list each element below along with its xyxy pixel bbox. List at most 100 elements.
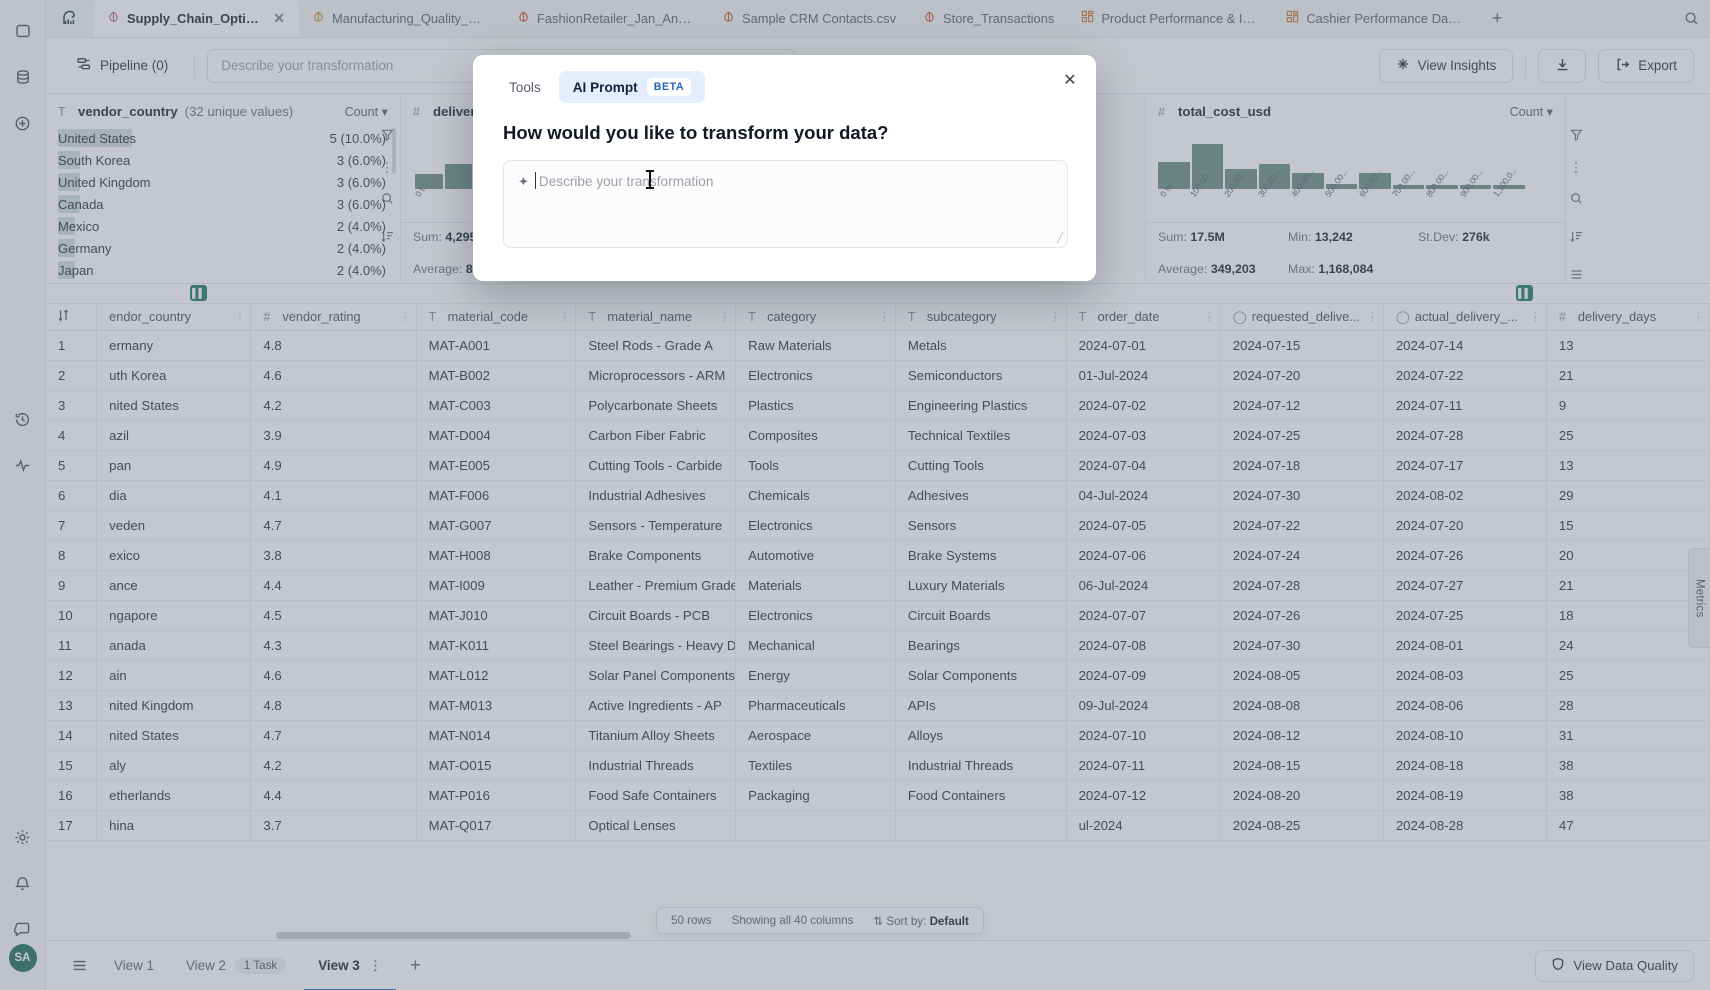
- settings-gear-icon[interactable]: [8, 822, 38, 852]
- row-number-cell[interactable]: 7: [46, 510, 98, 541]
- row-number-cell[interactable]: 2: [46, 360, 98, 391]
- tab-supply-chain-optimization[interactable]: Supply_Chain_Optimizatio... ✕: [94, 0, 299, 37]
- cell-vendor_rating[interactable]: 4.2: [250, 390, 417, 421]
- stat-scrollbar[interactable]: [392, 128, 396, 174]
- row-number-cell[interactable]: 11: [46, 630, 98, 661]
- table-row[interactable]: 8 exico 3.8 MAT-H008 Brake Components Automot…: [46, 540, 1710, 571]
- cell-delivery_days[interactable]: 38: [1546, 780, 1710, 811]
- table-row[interactable]: 6 dia 4.1 MAT-F006 Industrial Adhesives Chemi…: [46, 480, 1710, 511]
- cell-vendor_rating[interactable]: 4.4: [250, 570, 417, 601]
- list-item[interactable]: South Korea 3 (6.0%): [46, 149, 400, 171]
- table-row[interactable]: 4 azil 3.9 MAT-D004 Carbon Fiber Fabric Compo…: [46, 420, 1710, 451]
- cell-material_name[interactable]: Sensors - Temperature: [575, 510, 737, 541]
- table-row[interactable]: 2 uth Korea 4.6 MAT-B002 Microprocessors - A…: [46, 360, 1710, 391]
- cell-delivery_days[interactable]: 9: [1546, 390, 1710, 421]
- cell-category[interactable]: Chemicals: [735, 480, 896, 511]
- cell-delivery_days[interactable]: 25: [1546, 660, 1710, 691]
- cell-material_code[interactable]: MAT-Q017: [416, 810, 577, 841]
- cell-actual_delivery[interactable]: 2024-07-26: [1383, 540, 1547, 571]
- table-row[interactable]: 1 ermany 4.8 MAT-A001 Steel Rods - Grade A Ra…: [46, 330, 1710, 361]
- cell-subcategory[interactable]: APIs: [895, 690, 1067, 721]
- cell-vendor_country[interactable]: pan: [96, 450, 252, 481]
- table-row[interactable]: 14 nited States 4.7 MAT-N014 Titanium Alloy …: [46, 720, 1710, 751]
- row-number-cell[interactable]: 12: [46, 660, 98, 691]
- cell-material_code[interactable]: MAT-H008: [416, 540, 577, 571]
- cell-requested_delivery[interactable]: 2024-07-26: [1220, 600, 1384, 631]
- cell-actual_delivery[interactable]: 2024-08-02: [1383, 480, 1547, 511]
- add-view-button[interactable]: +: [410, 955, 421, 975]
- cell-subcategory[interactable]: [895, 810, 1067, 841]
- cell-requested_delivery[interactable]: 2024-07-30: [1220, 630, 1384, 661]
- filter-icon[interactable]: [380, 128, 394, 144]
- cell-material_code[interactable]: MAT-C003: [416, 390, 577, 421]
- list-view-icon[interactable]: [1570, 268, 1583, 283]
- cell-material_name[interactable]: Carbon Fiber Fabric: [575, 420, 737, 451]
- search-icon[interactable]: [1570, 192, 1583, 208]
- list-item[interactable]: United Kingdom 3 (6.0%): [46, 171, 400, 193]
- cell-actual_delivery[interactable]: 2024-07-14: [1383, 330, 1547, 361]
- add-source-icon[interactable]: [8, 108, 38, 138]
- list-item[interactable]: Japan 2 (4.0%): [46, 259, 400, 281]
- cell-vendor_country[interactable]: azil: [96, 420, 252, 451]
- cell-actual_delivery[interactable]: 2024-08-01: [1383, 630, 1547, 661]
- cell-vendor_country[interactable]: veden: [96, 510, 252, 541]
- search-icon[interactable]: [1672, 0, 1710, 37]
- table-row[interactable]: 16 etherlands 4.4 MAT-P016 Food Safe Contain…: [46, 780, 1710, 811]
- cell-order_date[interactable]: 2024-07-01: [1066, 330, 1221, 361]
- table-row[interactable]: 12 ain 4.6 MAT-L012 Solar Panel Components En…: [46, 660, 1710, 691]
- cell-order_date[interactable]: 2024-07-06: [1066, 540, 1221, 571]
- row-number-cell[interactable]: 13: [46, 690, 98, 721]
- column-header-requested-delivery[interactable]: ◯ requested_delive... ⋮: [1220, 304, 1384, 331]
- column-menu-icon[interactable]: ⋮: [1693, 311, 1704, 323]
- cell-order_date[interactable]: ul-2024: [1066, 810, 1221, 841]
- cell-category[interactable]: Automotive: [735, 540, 896, 571]
- column-menu-icon[interactable]: ⋮: [1366, 311, 1378, 323]
- cell-subcategory[interactable]: Semiconductors: [895, 360, 1067, 391]
- cell-vendor_country[interactable]: ance: [96, 570, 252, 601]
- cell-requested_delivery[interactable]: 2024-08-15: [1220, 750, 1384, 781]
- cell-material_name[interactable]: Optical Lenses: [575, 810, 737, 841]
- download-button[interactable]: [1538, 48, 1587, 83]
- cell-vendor_country[interactable]: anada: [96, 630, 252, 661]
- tab-cashier-performance[interactable]: Cashier Performance Dash...: [1273, 0, 1478, 37]
- table-row[interactable]: 17 hina 3.7 MAT-Q017 Optical Lenses ul-2024 20…: [46, 810, 1710, 841]
- cell-vendor_country[interactable]: ermany: [96, 330, 252, 361]
- row-number-cell[interactable]: 9: [46, 570, 98, 601]
- cell-category[interactable]: Electronics: [735, 510, 896, 541]
- cell-vendor_country[interactable]: uth Korea: [96, 360, 252, 391]
- cell-vendor_country[interactable]: ain: [96, 660, 252, 691]
- column-menu-icon[interactable]: ⋮: [1049, 311, 1061, 323]
- ai-prompt-input[interactable]: ✦ Describe your transformation ╱: [503, 160, 1068, 248]
- close-icon[interactable]: ✕: [1063, 72, 1077, 89]
- cell-delivery_days[interactable]: 25: [1546, 420, 1710, 451]
- cell-order_date[interactable]: 2024-07-05: [1066, 510, 1221, 541]
- cell-delivery_days[interactable]: 29: [1546, 480, 1710, 511]
- cell-material_code[interactable]: MAT-O015: [416, 750, 577, 781]
- cell-vendor_country[interactable]: exico: [96, 540, 252, 571]
- cell-material_code[interactable]: MAT-M013: [416, 690, 577, 721]
- cell-requested_delivery[interactable]: 2024-08-20: [1220, 780, 1384, 811]
- cell-subcategory[interactable]: Cutting Tools: [895, 450, 1067, 481]
- cell-delivery_days[interactable]: 21: [1546, 360, 1710, 391]
- aggregation-select[interactable]: Count ▾: [1509, 105, 1553, 119]
- tab-fashion-retailer[interactable]: FashionRetailer_Jan_And_F...: [504, 0, 709, 37]
- cell-delivery_days[interactable]: 38: [1546, 750, 1710, 781]
- cell-vendor_country[interactable]: ngapore: [96, 600, 252, 631]
- cell-subcategory[interactable]: Industrial Threads: [895, 750, 1067, 781]
- list-item[interactable]: Canada 3 (6.0%): [46, 193, 400, 215]
- row-number-cell[interactable]: 10: [46, 600, 98, 631]
- cell-actual_delivery[interactable]: 2024-07-11: [1383, 390, 1547, 421]
- cell-material_code[interactable]: MAT-A001: [416, 330, 577, 361]
- cell-subcategory[interactable]: Food Containers: [895, 780, 1067, 811]
- cell-material_code[interactable]: MAT-L012: [416, 660, 577, 691]
- cell-order_date[interactable]: 04-Jul-2024: [1066, 480, 1221, 511]
- avatar[interactable]: SA: [8, 944, 37, 972]
- view-data-quality-button[interactable]: View Data Quality: [1535, 949, 1694, 982]
- tab-sample-crm-contacts[interactable]: Sample CRM Contacts.csv: [709, 0, 910, 37]
- cell-actual_delivery[interactable]: 2024-08-28: [1383, 810, 1547, 841]
- cell-vendor_country[interactable]: hina: [96, 810, 252, 841]
- cell-delivery_days[interactable]: 28: [1546, 690, 1710, 721]
- cell-material_code[interactable]: MAT-N014: [416, 720, 577, 751]
- cell-actual_delivery[interactable]: 2024-08-18: [1383, 750, 1547, 781]
